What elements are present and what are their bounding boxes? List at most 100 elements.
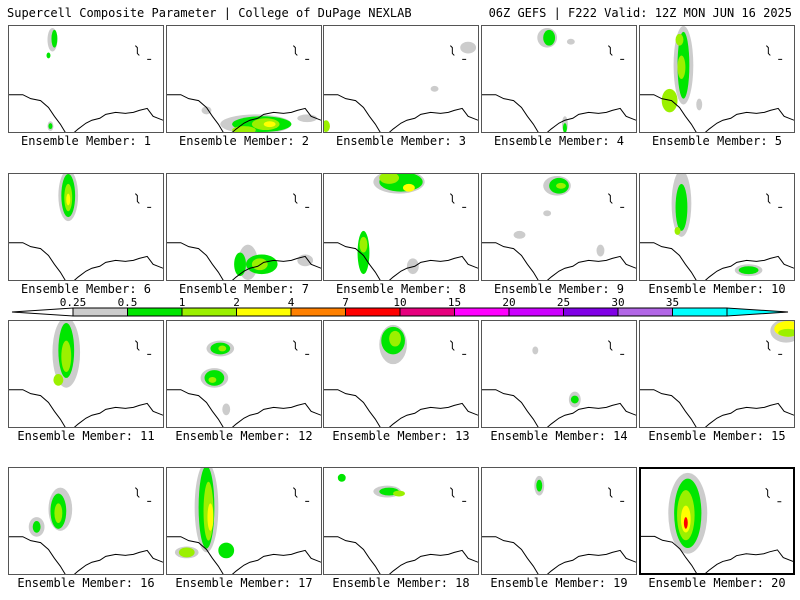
legend-swatch: [454, 307, 510, 317]
scp-contour-area: [543, 210, 552, 217]
scp-contour-area: [677, 55, 686, 79]
legend-label: 7: [342, 296, 349, 309]
member-caption: Ensemble Member: 16: [17, 576, 155, 590]
scp-contour-area: [51, 29, 58, 48]
scp-contour-area: [570, 395, 579, 404]
scp-contour-area: [430, 85, 439, 92]
member-caption: Ensemble Member: 20: [648, 576, 786, 590]
coastline: [482, 242, 636, 280]
ensemble-map-panel: [323, 320, 479, 428]
scp-field-map: [641, 472, 793, 573]
lake-outline: [608, 487, 613, 498]
ensemble-map-panel: [639, 25, 795, 133]
scp-contour-area: [460, 41, 477, 54]
scp-field-map: [167, 45, 321, 132]
legend-swatch: [236, 307, 292, 317]
ensemble-map-panel: [323, 467, 479, 575]
lake-outline: [293, 193, 298, 204]
scp-contour-area: [324, 120, 330, 132]
scp-contour-area: [208, 376, 217, 383]
scp-contour-area: [738, 266, 759, 275]
scp-contour-area: [683, 517, 688, 529]
legend-label: 20: [502, 296, 516, 309]
lake-outline: [608, 45, 613, 56]
legend-swatch: [508, 307, 564, 317]
scp-contour-area: [234, 252, 246, 277]
ensemble-map-panel: [8, 320, 164, 428]
ensemble-map-panel: [639, 467, 795, 575]
scp-contour-area: [556, 182, 566, 189]
scp-contour-area: [61, 340, 72, 373]
member-caption: Ensemble Member: 2: [178, 134, 310, 148]
scp-field-map: [167, 340, 321, 427]
scp-contour-area: [54, 503, 63, 523]
scp-contour-area: [218, 542, 235, 559]
coastline: [167, 94, 321, 132]
legend-label: 25: [556, 296, 571, 309]
scp-field-map: [167, 468, 321, 574]
scp-contour-area: [389, 330, 401, 347]
coastline: [167, 242, 321, 280]
lake-outline: [766, 340, 771, 351]
ensemble-map-panel: [8, 467, 164, 575]
member-caption: Ensemble Member: 9: [493, 282, 625, 296]
scp-contour-area: [201, 106, 212, 115]
scp-contour-area: [297, 114, 318, 123]
scp-field-map: [324, 324, 478, 427]
coastline: [640, 389, 794, 427]
scp-field-map: [482, 27, 636, 132]
ensemble-map-panel: [8, 25, 164, 133]
legend-label: 2: [233, 296, 240, 309]
scp-contour-area: [32, 521, 41, 533]
legend-overflow-arrow: [726, 307, 789, 317]
scp-contour-area: [674, 227, 681, 235]
coastline: [167, 536, 321, 574]
legend-swatch: [617, 307, 673, 317]
lake-outline: [450, 340, 455, 351]
lake-outline: [293, 487, 298, 498]
member-caption: Ensemble Member: 7: [178, 282, 310, 296]
scp-contour-area: [675, 33, 684, 46]
member-caption: Ensemble Member: 10: [648, 282, 786, 296]
scp-field-map: [9, 321, 163, 427]
scp-field-map: [482, 475, 636, 574]
scp-contour-area: [696, 98, 703, 111]
scp-field-map: [324, 41, 478, 132]
legend-swatch: [563, 307, 619, 317]
scp-field-map: [482, 340, 636, 427]
legend-label: 0.25: [59, 296, 87, 309]
scp-field-map: [324, 473, 478, 574]
legend-label: 1: [178, 296, 186, 309]
scp-contour-area: [251, 258, 268, 271]
member-caption: Ensemble Member: 5: [651, 134, 783, 148]
scp-contour-area: [53, 374, 64, 386]
scp-contour-area: [675, 183, 688, 231]
legend-swatch: [399, 307, 455, 317]
scp-contour-area: [178, 547, 195, 558]
coastline: [482, 389, 636, 427]
lake-outline: [450, 193, 455, 204]
coastline: [9, 94, 163, 132]
scp-contour-area: [46, 52, 51, 59]
lake-outline: [135, 340, 140, 351]
ensemble-map-panel: [166, 25, 322, 133]
coastline: [641, 535, 793, 573]
scp-contour-area: [48, 123, 53, 130]
scp-contour-area: [222, 403, 231, 416]
legend-underflow-arrow: [11, 307, 74, 317]
lake-outline: [608, 193, 613, 204]
scp-field-map: [324, 174, 478, 280]
lake-outline: [450, 45, 455, 56]
member-caption: Ensemble Member: 11: [17, 429, 155, 443]
lake-outline: [450, 487, 455, 498]
scp-field-map: [9, 27, 163, 132]
member-caption: Ensemble Member: 15: [648, 429, 786, 443]
lake-outline: [765, 487, 770, 499]
scp-contour-area: [66, 193, 71, 206]
lake-outline: [135, 487, 140, 498]
scp-field-map: [640, 174, 794, 280]
ensemble-map-panel: [166, 173, 322, 281]
coastline: [324, 389, 478, 427]
lake-outline: [293, 340, 298, 351]
member-caption: Ensemble Member: 4: [493, 134, 625, 148]
